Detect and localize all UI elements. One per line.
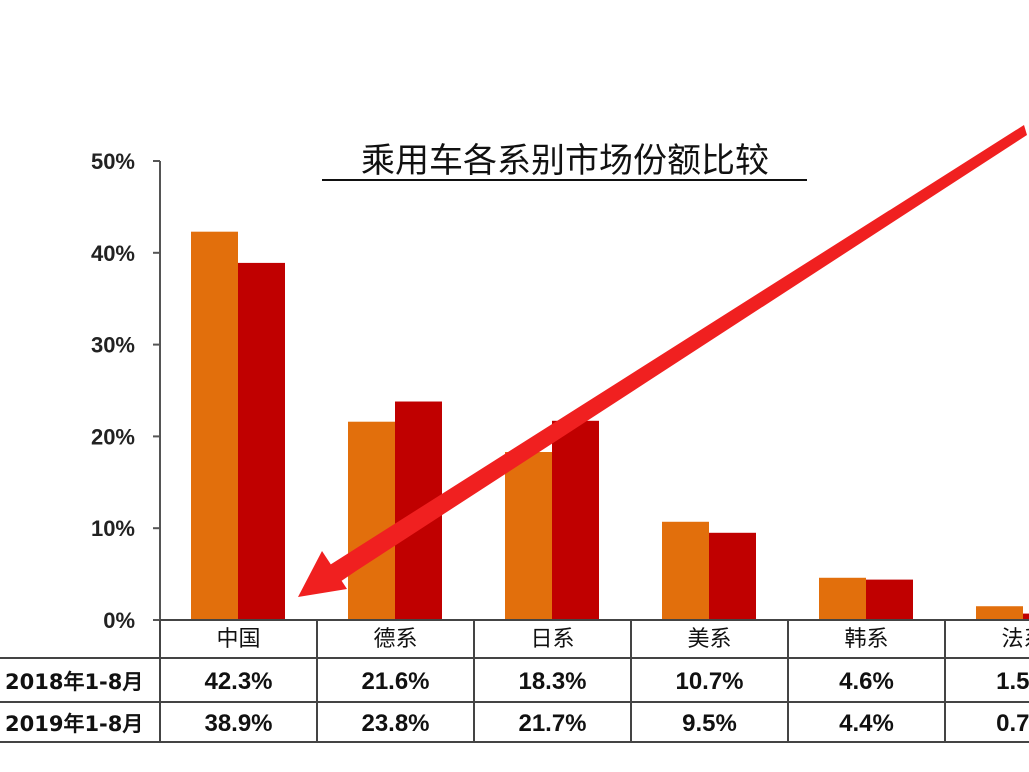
bar-2018 [819, 577, 866, 620]
y-axis: 0% 10% 20% 30% 40% 50% [91, 149, 161, 633]
series-label-2018: 2018年1-8月 [5, 670, 143, 694]
bar-2019 [238, 262, 285, 620]
data-label: 0.7% [996, 710, 1029, 737]
data-label: 21.6% [361, 668, 429, 695]
bar-2018 [348, 421, 395, 620]
category-label: 法系 [1001, 627, 1029, 652]
data-label: 1.5% [996, 668, 1029, 695]
category-label: 德系 [373, 627, 417, 652]
y-tick-label: 10% [91, 516, 135, 541]
data-label: 9.5% [682, 710, 737, 737]
chart-title: 乘用车各系别市场份额比较 [361, 141, 769, 181]
bar-2019 [552, 420, 599, 620]
y-tick-label: 0% [103, 608, 135, 633]
bar-2018 [505, 452, 552, 620]
bar-2018 [976, 606, 1023, 620]
y-tick-label: 30% [91, 333, 135, 358]
data-label: 4.4% [839, 710, 894, 737]
data-label: 38.9% [204, 710, 272, 737]
data-label: 18.3% [518, 668, 586, 695]
y-tick-label: 50% [91, 149, 135, 174]
data-label: 21.7% [518, 710, 586, 737]
bar-2019 [709, 532, 756, 620]
bar-2018 [662, 521, 709, 620]
arrow-shaft [314, 125, 1027, 586]
annotation-arrow [298, 125, 1027, 597]
category-label: 韩系 [844, 627, 888, 652]
bar-2019 [866, 579, 913, 620]
category-label: 日系 [530, 627, 574, 652]
data-label: 42.3% [204, 668, 272, 695]
data-table: 中国 德系 日系 美系 韩系 法系 2018年1-8月 42.3% 21.6% 18.3% 10.7… [0, 619, 1029, 743]
data-label: 23.8% [361, 710, 429, 737]
bar-2019 [1023, 613, 1029, 620]
category-label: 中国 [216, 627, 260, 652]
data-label: 4.6% [839, 668, 894, 695]
arrow-head [298, 551, 347, 597]
data-label: 10.7% [675, 668, 743, 695]
bars [191, 231, 1029, 620]
series-label-2019: 2019年1-8月 [5, 712, 143, 736]
bar-2018 [191, 231, 238, 620]
category-label: 美系 [687, 627, 731, 652]
y-tick-label: 20% [91, 424, 135, 449]
y-tick-label: 40% [91, 241, 135, 266]
